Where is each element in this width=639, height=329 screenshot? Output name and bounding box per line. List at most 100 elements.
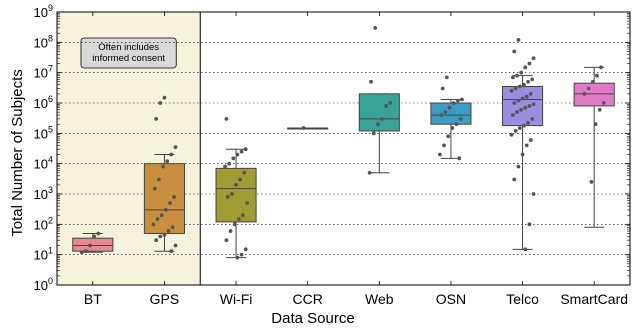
y-axis-label: Total Number of Subjects	[9, 69, 26, 237]
y-tick-label: 103	[34, 185, 53, 202]
highlight-label-line: Often includes	[98, 42, 159, 53]
data-point	[516, 164, 521, 169]
data-point	[227, 161, 232, 166]
data-point	[165, 159, 170, 164]
data-point	[454, 122, 459, 127]
box-wi-fi	[215, 148, 257, 259]
data-point	[384, 104, 389, 108]
data-point	[224, 116, 229, 121]
data-point	[84, 249, 88, 254]
data-point	[519, 70, 524, 75]
data-point	[173, 145, 178, 150]
data-point	[599, 65, 603, 70]
data-point	[517, 84, 522, 89]
data-point	[373, 25, 378, 30]
data-point	[239, 149, 244, 154]
data-point	[301, 126, 306, 130]
data-point	[515, 73, 519, 78]
data-point	[154, 116, 159, 121]
data-point	[92, 234, 97, 239]
x-tick-label: BT	[84, 291, 102, 307]
data-point	[166, 229, 171, 233]
data-point	[232, 222, 237, 227]
data-point	[168, 201, 172, 206]
data-point	[593, 122, 598, 127]
data-point	[523, 247, 528, 252]
data-point	[513, 86, 518, 91]
data-point	[225, 195, 230, 199]
data-point	[242, 170, 247, 175]
y-tick-label: 100	[34, 276, 53, 293]
box-ccr	[287, 127, 329, 130]
data-point	[440, 86, 445, 91]
data-point	[369, 79, 373, 84]
data-point	[152, 186, 157, 191]
data-point	[169, 152, 174, 157]
x-axis-label: Data Source	[271, 310, 354, 327]
data-point	[223, 164, 227, 169]
box-body	[573, 82, 615, 107]
data-point	[158, 101, 163, 105]
data-point	[162, 95, 167, 100]
y-tick-label: 104	[34, 155, 53, 172]
data-point	[509, 89, 514, 93]
data-point	[595, 73, 599, 78]
data-point	[513, 129, 518, 133]
data-point	[438, 152, 442, 157]
data-point	[527, 61, 532, 66]
data-point	[531, 56, 536, 61]
data-point	[522, 123, 526, 128]
y-tick-label: 108	[34, 33, 53, 50]
box-body	[502, 85, 544, 127]
data-point	[523, 65, 528, 70]
data-point	[526, 121, 530, 125]
data-point	[88, 243, 92, 248]
data-point	[527, 104, 532, 108]
data-point	[516, 38, 521, 42]
box-body	[215, 167, 257, 223]
data-point	[460, 97, 464, 102]
data-point	[388, 101, 393, 105]
data-point	[511, 75, 515, 80]
data-point	[239, 252, 244, 257]
data-point	[230, 192, 234, 196]
data-point	[238, 177, 243, 182]
data-point	[524, 143, 529, 148]
data-point	[235, 152, 240, 157]
data-point	[458, 116, 463, 121]
data-point	[450, 126, 455, 130]
x-tick-label: SmartCard	[560, 291, 628, 307]
data-point	[161, 164, 165, 169]
data-point	[245, 201, 249, 206]
data-point	[224, 238, 229, 243]
data-point	[590, 79, 595, 84]
data-point	[79, 250, 84, 255]
data-point	[380, 116, 384, 121]
data-point	[151, 222, 156, 227]
data-point	[451, 101, 456, 105]
data-point	[601, 101, 606, 105]
data-point	[96, 231, 101, 236]
data-point	[517, 126, 522, 130]
x-tick-label: OSN	[436, 291, 466, 307]
data-point	[235, 255, 240, 260]
data-point	[367, 170, 372, 175]
data-point	[442, 143, 446, 148]
data-point	[243, 147, 248, 152]
box-body	[72, 237, 114, 252]
data-point	[173, 243, 178, 248]
data-point	[530, 116, 535, 121]
x-tick-label: GPS	[150, 291, 180, 307]
data-point	[157, 177, 161, 182]
data-point	[522, 82, 526, 87]
data-point	[169, 249, 174, 254]
x-tick-label: Web	[365, 291, 394, 307]
data-point	[589, 180, 594, 184]
data-point	[446, 134, 451, 139]
box-gps	[143, 154, 185, 252]
data-point	[443, 110, 448, 115]
data-point	[455, 98, 460, 103]
data-point	[243, 247, 248, 252]
highlight-label-box	[80, 37, 177, 69]
